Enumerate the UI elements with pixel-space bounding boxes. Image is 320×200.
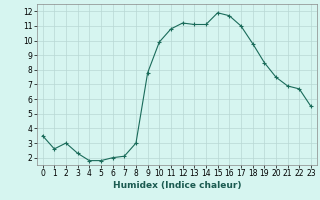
X-axis label: Humidex (Indice chaleur): Humidex (Indice chaleur)	[113, 181, 241, 190]
